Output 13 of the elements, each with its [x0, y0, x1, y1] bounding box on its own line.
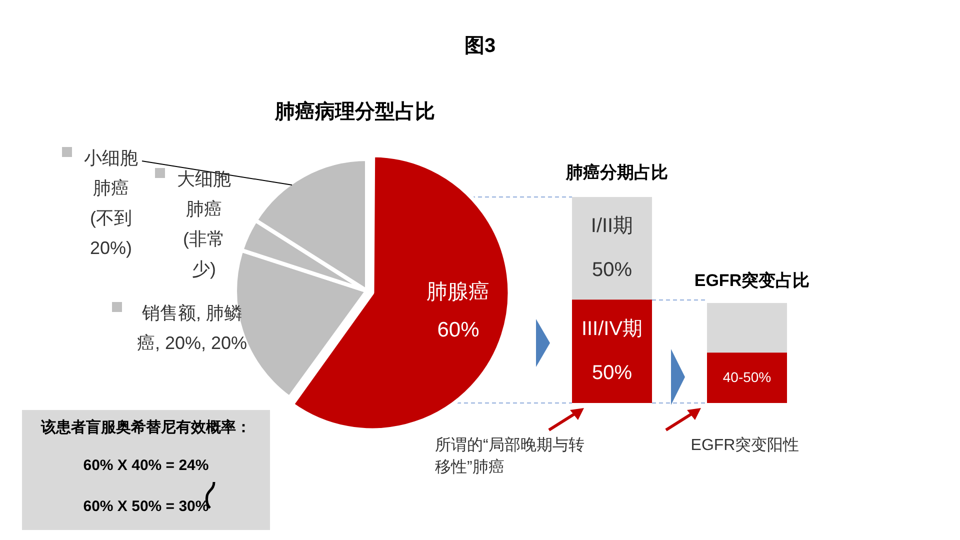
legend-label: 小细胞肺癌 (不到20%): [83, 147, 139, 260]
text: 所谓的“局部晚期与转移性”肺癌: [435, 436, 585, 478]
annotation: 40-50%: [722, 368, 772, 385]
legend-label: 销售额, 肺鳞癌, 20%, 20%: [136, 302, 248, 355]
text: EGFR突变阳性: [690, 436, 800, 456]
caption: 图3: [463, 34, 497, 59]
legend-label: 大细胞肺癌 (非常少): [176, 168, 232, 281]
text: 该患者盲服奥希替尼有效概率：: [40, 418, 252, 437]
chart-title: EGFR突变占比: [693, 270, 811, 292]
chart-title: 肺癌病理分型占比: [274, 100, 436, 125]
chart-title: 肺癌分期占比: [564, 162, 669, 184]
text: 60% X 40% = 24%: [82, 457, 210, 474]
text: 60% X 50% = 30%: [82, 498, 210, 515]
